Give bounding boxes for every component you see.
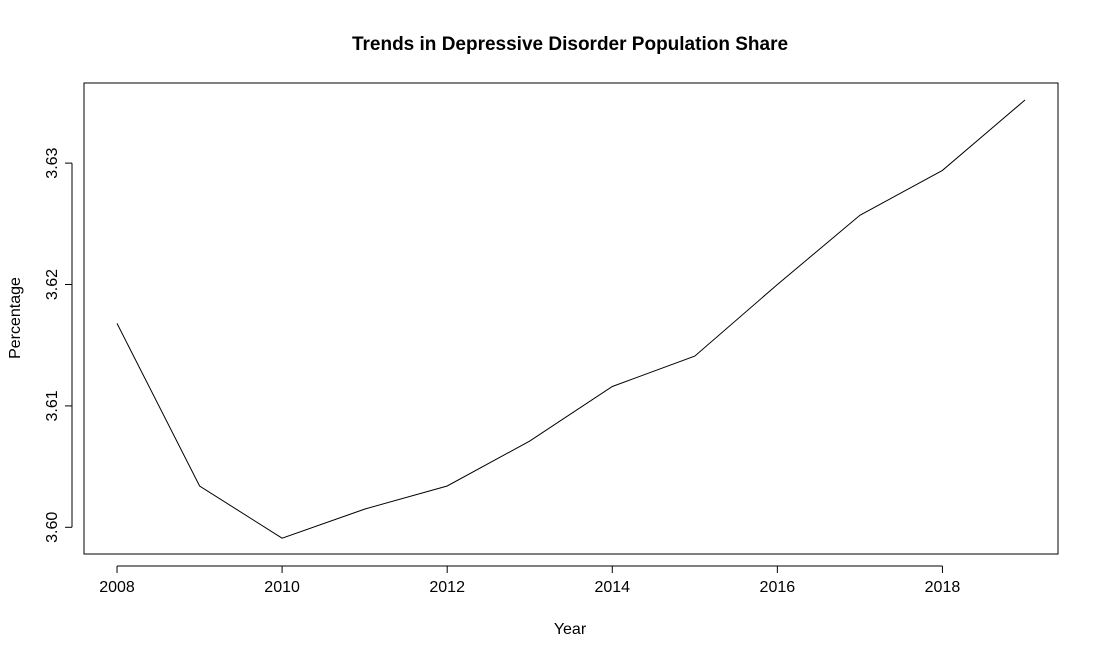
y-axis-label: Percentage (7, 277, 24, 359)
y-axis: 3.60 3.61 3.62 3.63 (44, 147, 73, 543)
x-tick-label: 2008 (99, 579, 135, 596)
plot-frame (83, 82, 1059, 555)
y-tick-label: 3.63 (44, 147, 61, 178)
y-tick-label: 3.62 (44, 269, 61, 300)
x-tick-label: 2016 (760, 579, 796, 596)
x-axis-label: Year (554, 621, 587, 638)
x-tick-label: 2012 (429, 579, 465, 596)
y-tick-label: 3.61 (44, 390, 61, 421)
x-axis: 2008 2010 2012 2014 2016 2018 (99, 565, 961, 596)
y-tick-label: 3.60 (44, 512, 61, 543)
x-tick-label: 2018 (925, 579, 961, 596)
series-line (116, 99, 1026, 539)
x-tick-label: 2010 (264, 579, 300, 596)
chart-title: Trends in Depressive Disorder Population… (352, 34, 788, 55)
x-tick-label: 2014 (594, 579, 630, 596)
